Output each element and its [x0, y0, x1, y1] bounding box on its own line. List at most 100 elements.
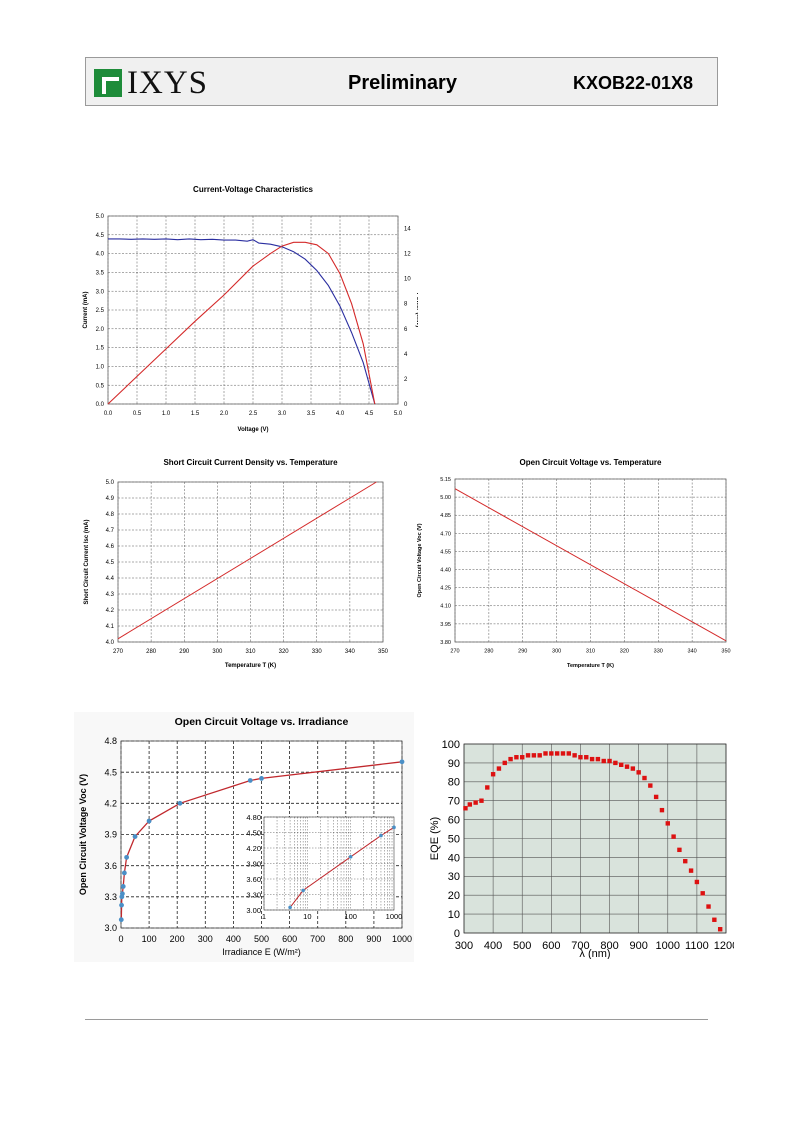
x-axis-label: Temperature T (K)	[225, 663, 276, 669]
y-tick-label: 4.5	[106, 560, 115, 566]
x-tick-label: 4.5	[365, 411, 374, 417]
data-point	[120, 884, 126, 889]
inset-x-tick-label: 10	[303, 912, 311, 921]
x-tick-label: 400	[226, 934, 241, 944]
y2-tick-label: 0	[404, 402, 408, 408]
data-point	[659, 807, 665, 813]
x-tick-label: 1000	[392, 934, 412, 944]
x-tick-label: 700	[310, 934, 325, 944]
x-tick-label: 270	[450, 649, 459, 655]
y-axis-label: Open Circuit Voltage Voc (V)	[78, 774, 88, 895]
data-point	[671, 834, 676, 839]
series-line	[117, 481, 377, 640]
y-tick-label: 1.0	[96, 365, 105, 371]
data-point	[636, 770, 641, 775]
data-point	[508, 756, 513, 762]
y-tick-label: 0.5	[96, 383, 105, 389]
inset-y-tick-label: 3.00	[246, 906, 261, 915]
y-tick-label: 5.00	[440, 495, 451, 501]
x-tick-label: 700	[571, 940, 589, 952]
y-tick-label: 4.4	[106, 576, 115, 582]
data-point	[399, 759, 405, 765]
inset-data-point	[348, 854, 353, 859]
inset-chart: 3.00 3.30 3.60 3.90 4.20 4.50 4.80 1 10 100 1000	[246, 813, 402, 921]
x-tick-label: 0.0	[104, 411, 113, 417]
chart-title: Short Circuit Current Density vs. Temper…	[163, 458, 338, 467]
data-point	[595, 756, 601, 762]
data-point	[502, 760, 507, 766]
y-tick-label: 4.70	[440, 531, 451, 537]
y-tick-label: 5.0	[106, 480, 115, 486]
x-tick-label: 500	[254, 934, 269, 944]
x-tick-label: 500	[513, 940, 531, 952]
data-point	[118, 917, 124, 923]
x-tick-label: 270	[113, 649, 124, 655]
x-tick-label: 1000	[656, 940, 680, 952]
data-point	[642, 775, 647, 781]
data-point	[132, 834, 138, 839]
y-tick-label: 2.5	[96, 308, 105, 314]
x-tick-label: 300	[455, 940, 473, 952]
data-point	[572, 753, 577, 758]
x-tick-label: 4.0	[336, 411, 345, 417]
x-tick-label: 330	[654, 649, 663, 655]
ixys-logo-icon	[94, 69, 122, 97]
plot-frame	[107, 215, 399, 405]
x-tick-label: 330	[312, 649, 323, 655]
data-point	[121, 870, 127, 876]
y2-tick-label: 6	[404, 327, 408, 333]
series-line	[454, 488, 727, 642]
brand-name: IXYS	[127, 65, 209, 101]
data-point	[120, 891, 125, 897]
y-tick-label: 0.0	[96, 402, 105, 408]
y-tick-label: 100	[442, 739, 460, 751]
y-tick-label: 4.25	[440, 586, 451, 592]
x-tick-label: 300	[212, 649, 223, 655]
data-point	[549, 751, 554, 756]
x-tick-label: 5.0	[394, 411, 403, 417]
y-tick-label: 4.1	[106, 624, 115, 630]
y-tick-label: 4.5	[104, 767, 117, 777]
y-tick-label: 3.0	[104, 923, 117, 933]
data-point	[589, 756, 595, 762]
data-point	[259, 776, 264, 781]
inset-x-tick-label: 100	[344, 912, 357, 921]
y-tick-label: 3.5	[96, 271, 105, 277]
y-tick-label: 40	[448, 852, 460, 864]
data-point	[653, 794, 659, 800]
x-tick-label: 1100	[685, 940, 709, 952]
x-tick-label: 310	[245, 649, 256, 655]
data-point	[514, 755, 519, 760]
data-point	[601, 758, 606, 764]
data-point	[119, 902, 124, 908]
data-point	[467, 802, 473, 807]
data-point	[537, 753, 542, 758]
y-tick-label: 3.9	[104, 830, 117, 840]
y-axis-label: Current (mA)	[83, 291, 89, 328]
y-tick-label: 4.9	[106, 496, 115, 502]
data-point	[584, 755, 589, 760]
data-point	[648, 783, 653, 788]
y-tick-label: 3.6	[104, 861, 117, 871]
document-header: IXYS Preliminary KXOB22-01X8	[85, 57, 718, 106]
x-tick-label: 600	[282, 934, 297, 944]
y-axis-label: Short Circuit Current Isc (mA)	[84, 519, 90, 604]
x-axis-label: Voltage (V)	[238, 427, 269, 433]
data-point	[694, 879, 700, 885]
data-point	[630, 766, 636, 771]
y-tick-label: 4.40	[440, 567, 451, 573]
y-tick-label: 0	[454, 928, 460, 940]
y-tick-label: 70	[448, 796, 460, 808]
data-point	[566, 751, 571, 756]
data-point	[560, 751, 566, 756]
data-point	[496, 766, 502, 771]
inset-y-tick-label: 4.20	[246, 844, 261, 853]
x-tick-label: 290	[518, 649, 527, 655]
x-tick-label: 350	[378, 649, 389, 655]
y-tick-label: 4.0	[96, 252, 105, 258]
y-axis-label: Open Circuit Voltage Voc (V)	[417, 523, 423, 597]
y-tick-label: 60	[448, 814, 460, 826]
isc-vs-temperature-chart: Short Circuit Current Density vs. Temper…	[84, 458, 389, 669]
data-point	[520, 755, 525, 760]
